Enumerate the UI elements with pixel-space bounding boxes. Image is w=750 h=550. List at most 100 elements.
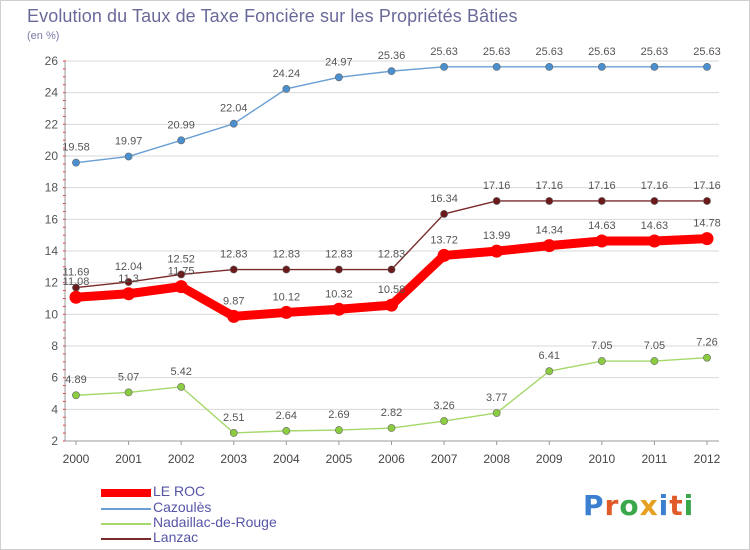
data-point: [440, 417, 448, 425]
data-label: 19.58: [62, 142, 90, 154]
data-label: 6.41: [539, 350, 560, 362]
y-tick-label: 2: [51, 434, 58, 448]
data-label: 17.16: [693, 180, 721, 192]
data-point: [124, 152, 133, 161]
y-tick-label: 24: [45, 86, 59, 100]
data-point: [332, 302, 346, 316]
data-point: [229, 265, 238, 274]
x-tick-label: 2004: [273, 452, 300, 466]
data-label: 12.83: [325, 249, 353, 261]
data-point: [387, 424, 396, 432]
series-le-roc: [69, 232, 714, 323]
x-tick-label: 2006: [378, 452, 405, 466]
data-label: 17.16: [535, 180, 563, 192]
legend-swatch: [101, 508, 151, 510]
data-point: [597, 62, 606, 71]
y-tick-label: 10: [45, 307, 59, 321]
data-point: [177, 382, 186, 391]
data-label: 2.69: [328, 409, 349, 421]
data-label: 9.87: [223, 295, 244, 307]
x-tick-label: 2010: [588, 452, 615, 466]
data-point: [440, 210, 448, 218]
data-label: 22.04: [220, 103, 248, 115]
data-label: 7.05: [644, 340, 665, 352]
data-point: [545, 367, 554, 376]
data-point: [387, 67, 396, 76]
data-point: [335, 265, 343, 274]
data-label: 3.26: [433, 400, 454, 412]
legend-swatch: [101, 523, 151, 525]
data-label: 7.26: [696, 337, 717, 349]
data-point: [595, 234, 609, 248]
data-label: 17.16: [588, 180, 616, 192]
data-label: 7.05: [591, 340, 612, 352]
data-point: [335, 73, 343, 82]
data-label: 10.32: [325, 288, 353, 300]
data-label: 12.83: [378, 249, 406, 261]
data-label: 11.69: [63, 267, 90, 279]
data-label: 5.42: [170, 366, 191, 378]
data-point: [703, 353, 711, 362]
y-tick-label: 18: [45, 181, 59, 195]
data-label: 2.51: [223, 412, 244, 424]
series-lanzac: [72, 197, 711, 292]
y-tick-label: 22: [45, 117, 59, 131]
x-tick-label: 2000: [63, 452, 90, 466]
data-point: [227, 309, 241, 323]
data-point: [387, 265, 396, 274]
data-label: 24.97: [325, 56, 353, 68]
data-point: [650, 197, 659, 205]
data-point: [490, 244, 504, 258]
data-point: [650, 62, 659, 71]
data-point: [335, 426, 343, 434]
data-point: [597, 357, 606, 365]
x-tick-label: 2009: [536, 452, 563, 466]
y-tick-label: 8: [51, 339, 58, 353]
y-tick-label: 14: [45, 244, 59, 258]
data-point: [700, 232, 714, 246]
legend-label: Nadaillac-de-Rouge: [153, 514, 277, 530]
data-point: [542, 239, 556, 253]
data-label: 3.77: [486, 392, 507, 404]
x-tick-label: 2007: [431, 452, 458, 466]
data-point: [647, 234, 661, 248]
data-label: 17.16: [483, 180, 511, 192]
data-point: [122, 287, 136, 301]
data-point: [440, 62, 448, 71]
data-point: [545, 197, 554, 205]
data-label: 16.34: [430, 193, 458, 205]
data-label: 12.04: [115, 261, 143, 273]
data-point: [177, 136, 186, 145]
data-label: 14.78: [693, 218, 721, 230]
x-tick-label: 2011: [642, 452, 668, 466]
x-tick-label: 2012: [694, 452, 721, 466]
data-label: 11.3: [118, 273, 139, 285]
data-label: 24.24: [273, 68, 301, 80]
series-line: [75, 66, 708, 164]
y-tick-label: 4: [51, 402, 58, 416]
data-label: 2.82: [381, 407, 402, 419]
data-label: 14.63: [641, 220, 669, 232]
unit-label: (en %): [27, 30, 60, 42]
data-label: 25.63: [641, 46, 669, 58]
y-tick-label: 26: [45, 54, 59, 68]
data-label: 13.99: [483, 230, 511, 242]
data-label: 25.63: [588, 46, 616, 58]
data-label: 25.63: [535, 46, 563, 58]
data-point: [229, 429, 238, 437]
x-tick-label: 2008: [483, 452, 510, 466]
data-label: 25.63: [430, 46, 458, 58]
data-label: 4.89: [65, 374, 86, 386]
data-point: [124, 388, 133, 397]
data-point: [437, 248, 451, 262]
data-point: [703, 62, 711, 71]
proxiti-logo: Proxiti: [583, 489, 695, 522]
legend-swatch: [101, 489, 151, 497]
data-point: [703, 197, 711, 205]
data-label: 10.58: [378, 284, 406, 296]
data-point: [72, 391, 80, 400]
y-tick-label: 20: [45, 149, 59, 163]
data-label: 14.34: [535, 225, 563, 237]
data-point: [229, 119, 238, 128]
